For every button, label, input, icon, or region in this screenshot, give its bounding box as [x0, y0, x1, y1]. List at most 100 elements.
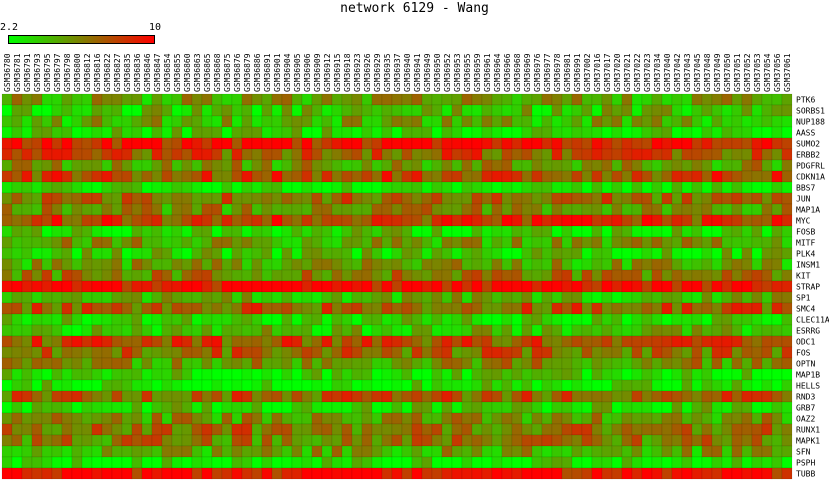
heatmap-cell	[491, 379, 503, 392]
column-label: GSM36780	[3, 53, 12, 92]
heatmap-cell	[581, 148, 593, 161]
heatmap-cell	[411, 324, 423, 337]
heatmap-cell	[621, 390, 633, 403]
heatmap-cell	[531, 313, 543, 326]
heatmap-cell	[411, 434, 423, 447]
heatmap-cell	[471, 159, 483, 172]
heatmap-cell	[201, 159, 213, 172]
heatmap-cell	[351, 335, 363, 348]
heatmap-cell	[101, 357, 113, 370]
heatmap-cell	[421, 445, 433, 458]
heatmap-cell	[571, 203, 583, 216]
heatmap-cell	[461, 324, 473, 337]
heatmap-cell	[51, 346, 63, 359]
heatmap-cell	[461, 401, 473, 414]
heatmap-cell	[281, 390, 293, 403]
heatmap-cell	[231, 456, 243, 469]
heatmap-cell	[81, 247, 93, 260]
heatmap-cell	[71, 401, 83, 414]
heatmap-cell	[641, 203, 653, 216]
heatmap-cell	[241, 346, 253, 359]
heatmap-cell	[431, 291, 443, 304]
row-label: SUMO2	[796, 140, 820, 149]
heatmap-cell	[301, 357, 313, 370]
heatmap-cell	[31, 335, 43, 348]
heatmap-cell	[671, 313, 683, 326]
column-label: GSM36906	[303, 53, 312, 92]
heatmap-cell	[71, 225, 83, 238]
heatmap-cell	[381, 434, 393, 447]
heatmap-cell	[681, 379, 693, 392]
heatmap-cell	[191, 181, 203, 194]
heatmap-cell	[141, 456, 153, 469]
heatmap-cell	[51, 412, 63, 425]
heatmap-cell	[611, 335, 623, 348]
heatmap-cell	[401, 324, 413, 337]
heatmap-cell	[101, 225, 113, 238]
heatmap-cell	[651, 148, 663, 161]
heatmap-cell	[191, 137, 203, 150]
heatmap-cell	[221, 159, 233, 172]
heatmap-cell	[531, 170, 543, 183]
heatmap-cell	[521, 214, 533, 227]
heatmap-cell	[211, 93, 223, 106]
heatmap-cell	[141, 280, 153, 293]
column-label: GSM36846	[143, 53, 152, 92]
row-label: BBS7	[796, 184, 815, 193]
heatmap-cell	[181, 434, 193, 447]
heatmap-cell	[551, 467, 563, 480]
heatmap-cell	[151, 291, 163, 304]
heatmap-cell	[741, 269, 753, 282]
heatmap-cell	[371, 379, 383, 392]
heatmap-cell	[501, 203, 513, 216]
heatmap-cell	[781, 214, 793, 227]
heatmap-cell	[701, 280, 713, 293]
heatmap-cell	[491, 236, 503, 249]
heatmap-cell	[531, 159, 543, 172]
heatmap-cell	[31, 236, 43, 249]
heatmap-cell	[421, 269, 433, 282]
heatmap-cell	[331, 346, 343, 359]
heatmap-cell	[131, 291, 143, 304]
heatmap-cell	[641, 280, 653, 293]
heatmap-cell	[141, 148, 153, 161]
heatmap-cell	[421, 346, 433, 359]
heatmap-cell	[101, 247, 113, 260]
heatmap-cell	[751, 313, 763, 326]
heatmap-cell	[721, 225, 733, 238]
heatmap-cell	[1, 247, 13, 260]
heatmap-cell	[51, 159, 63, 172]
heatmap-cell	[741, 192, 753, 205]
heatmap-cell	[541, 434, 553, 447]
heatmap-cell	[391, 148, 403, 161]
heatmap-cell	[241, 324, 253, 337]
heatmap-cell	[411, 379, 423, 392]
heatmap-cell	[181, 467, 193, 480]
heatmap-cell	[541, 104, 553, 117]
heatmap-cell	[381, 412, 393, 425]
heatmap-cell	[571, 302, 583, 315]
heatmap-cell	[451, 192, 463, 205]
row-label: MAP1B	[796, 371, 820, 380]
heatmap-cell	[81, 434, 93, 447]
heatmap-cell	[631, 401, 643, 414]
heatmap-cell	[771, 126, 783, 139]
heatmap-cell	[61, 445, 73, 458]
heatmap-cell	[561, 467, 573, 480]
heatmap-cell	[51, 181, 63, 194]
heatmap-cell	[541, 115, 553, 128]
heatmap-cell	[331, 291, 343, 304]
heatmap-cell	[361, 258, 373, 271]
column-label: GSM36781	[13, 53, 22, 92]
heatmap-cell	[671, 423, 683, 436]
heatmap-cell	[41, 104, 53, 117]
heatmap-cell	[21, 159, 33, 172]
heatmap-cell	[491, 104, 503, 117]
heatmap-cell	[351, 137, 363, 150]
heatmap-cell	[271, 104, 283, 117]
heatmap-cell	[391, 137, 403, 150]
heatmap-cell	[551, 423, 563, 436]
heatmap-cell	[731, 159, 743, 172]
heatmap-cell	[161, 291, 173, 304]
heatmap-cell	[31, 214, 43, 227]
